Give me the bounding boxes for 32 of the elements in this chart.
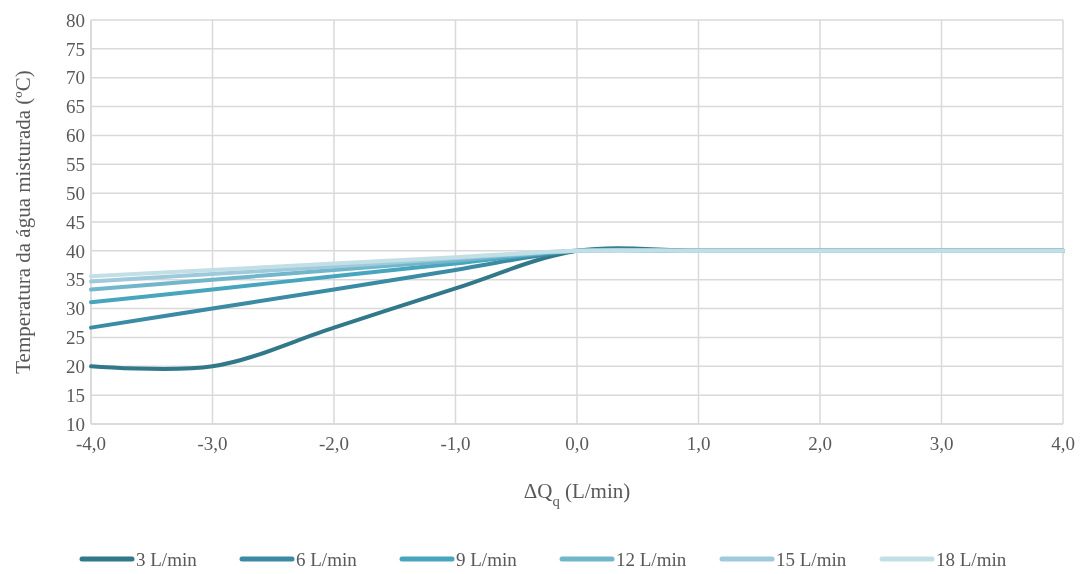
y-tick-label: 65 [66, 96, 85, 118]
legend-label: 3 L/min [136, 548, 198, 570]
y-tick-label: 75 [66, 38, 85, 60]
y-tick-label: 15 [66, 384, 85, 406]
x-tick-label: 0,0 [565, 433, 589, 454]
x-tick-label: 3,0 [929, 433, 954, 454]
y-tick-label: 50 [66, 182, 85, 204]
y-axis-title: Temperatura da água misturada (ºC) [11, 70, 35, 374]
x-tick-label: -2,0 [318, 433, 350, 454]
y-tick-label: 30 [66, 298, 85, 320]
y-tick-label: 80 [66, 9, 85, 31]
legend-label: 9 L/min [456, 548, 518, 570]
y-tick-label: 35 [66, 269, 85, 291]
x-tick-label: -3,0 [197, 433, 228, 454]
y-tick-label: 20 [66, 355, 85, 377]
y-tick-label: 25 [66, 327, 85, 349]
legend-label: 6 L/min [296, 548, 358, 570]
x-tick-label: -4,0 [75, 433, 107, 454]
x-axis-title: ΔQ$_{q}$ (L/min) [523, 479, 631, 509]
x-tick-label: 4,0 [1051, 433, 1075, 454]
y-tick-label: 55 [66, 153, 85, 175]
y-tick-label: 60 [66, 125, 85, 147]
legend-label: 12 L/min [616, 548, 687, 570]
x-tick-label: -1,0 [440, 433, 471, 454]
y-tick-label: 70 [66, 67, 85, 89]
x-tick-label: 1,0 [686, 433, 711, 454]
legend-label: 15 L/min [776, 548, 847, 570]
legend-label: 18 L/min [936, 548, 1007, 570]
y-tick-label: 40 [66, 240, 85, 262]
x-tick-label: 2,0 [808, 433, 832, 454]
y-tick-label: 10 [66, 413, 85, 435]
y-tick-label: 45 [66, 211, 85, 233]
